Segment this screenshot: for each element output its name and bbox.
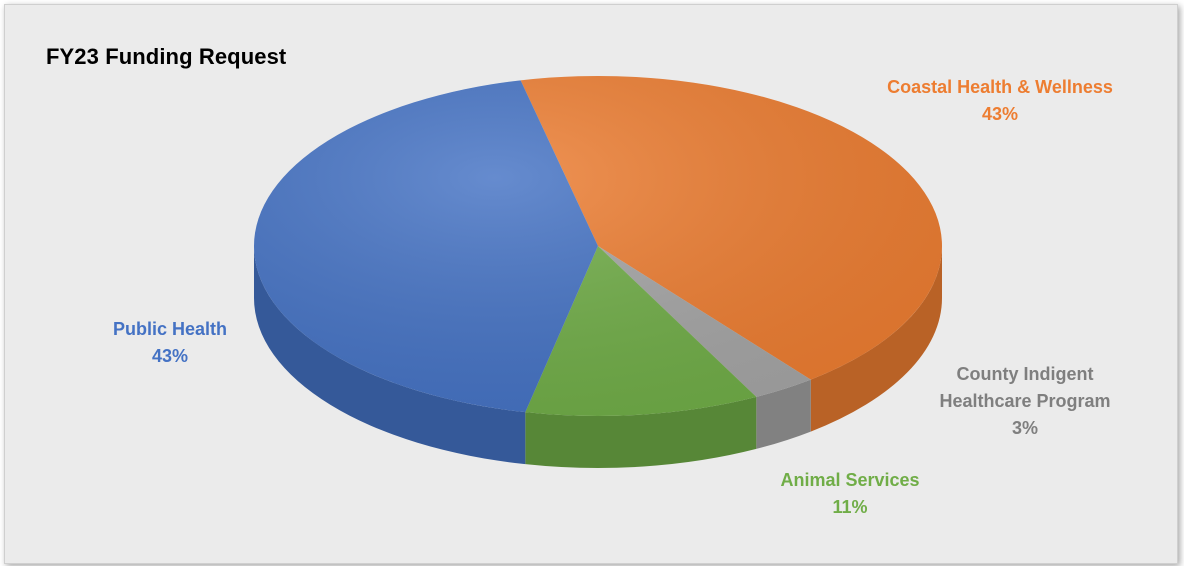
pie-side-public-health bbox=[254, 246, 526, 465]
slice-label-coastal-health: Coastal Health & Wellness 43% bbox=[830, 74, 1170, 128]
pie-top-highlight bbox=[254, 76, 942, 416]
pie-side-coastal-health-wellness bbox=[810, 246, 942, 432]
slice-label-animal-services: Animal Services 11% bbox=[735, 467, 965, 521]
pie-sides bbox=[254, 246, 942, 468]
slice-name-public-health: Public Health bbox=[112, 319, 228, 339]
pie-side-county-indigent-healthcare-program bbox=[756, 379, 811, 449]
slice-pct-animal-services: 11% bbox=[832, 497, 868, 517]
pie-side-animal-services bbox=[525, 396, 757, 468]
chart-title: FY23 Funding Request bbox=[46, 44, 287, 69]
pie-tops bbox=[253, 75, 943, 416]
slice-name-coastal-health: Coastal Health & Wellness bbox=[887, 77, 1113, 97]
slice-pct-county-indigent: 3% bbox=[1011, 418, 1038, 438]
slice-label-county-indigent: County Indigent Healthcare Program 3% bbox=[915, 361, 1135, 442]
slice-name-animal-services: Animal Services bbox=[780, 470, 920, 490]
slice-name-county-indigent-line1: County Indigent bbox=[956, 364, 1094, 384]
slice-pct-public-health: 43% bbox=[151, 346, 189, 366]
slice-pct-coastal-health: 43% bbox=[981, 104, 1019, 124]
slice-label-public-health: Public Health 43% bbox=[70, 316, 270, 370]
slice-name-county-indigent-line2: Healthcare Program bbox=[939, 391, 1111, 411]
